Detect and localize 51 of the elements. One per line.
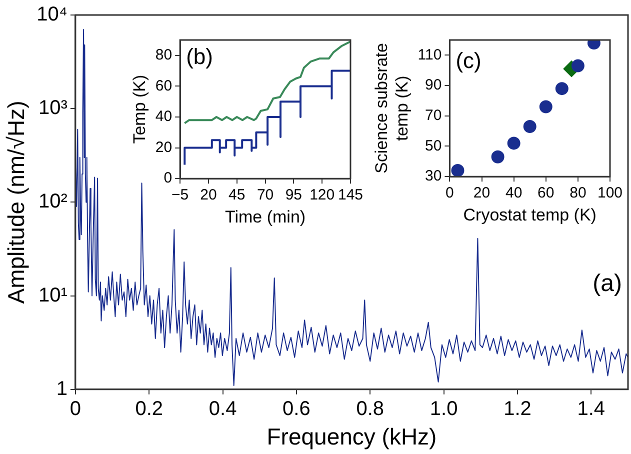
y-tick-label: 40 [155, 108, 172, 126]
x-tick-label: 80 [570, 184, 586, 202]
x-tick-label: 1.4 [577, 398, 606, 420]
y-tick-label: 20 [155, 138, 172, 156]
y-axis-title: Temp (K) [130, 74, 149, 144]
y-tick-label: 60 [155, 77, 172, 94]
x-tick-label: 95 [285, 186, 302, 204]
x-tick-label: 70 [256, 186, 274, 204]
annotation: (a) [592, 270, 622, 298]
x-tick-label: 120 [310, 186, 335, 204]
y-tick-label: 30 [425, 168, 442, 185]
annotation: (c) [456, 48, 482, 74]
x-tick-label: 0.4 [208, 398, 237, 420]
x-axis-title: Cryostat temp (K) [463, 205, 596, 224]
y-tick-label: 70 [425, 107, 442, 124]
x-tick-label: 20 [200, 186, 217, 204]
x-tick-label: 20 [473, 184, 490, 202]
point [523, 120, 536, 134]
x-tick-label: 1.2 [504, 398, 532, 420]
x-axis-title: Frequency (kHz) [266, 424, 437, 450]
x-tick-label: 40 [505, 184, 522, 202]
x-tick-label: 0 [446, 184, 454, 202]
y-tick-label: 90 [425, 76, 442, 94]
point [555, 82, 568, 96]
annotation: (b) [186, 44, 213, 70]
point [491, 150, 504, 164]
y-axis-title: Amplitude (nm/√Hz) [3, 100, 30, 304]
y-tick-label: 10⁴ [36, 4, 68, 26]
x-tick-label: 0.8 [356, 398, 384, 420]
point [507, 136, 520, 150]
point [451, 164, 464, 177]
y-axis-title: Science subsrate temp (K) [372, 43, 412, 174]
x-tick-label: −5 [172, 186, 189, 204]
x-axis-title: Time (min) [224, 207, 306, 226]
y-tick-label: 80 [155, 46, 172, 64]
x-tick-label: 0.2 [135, 398, 164, 420]
x-tick-label: 1.0 [430, 398, 458, 420]
y-tick-label: 110 [418, 46, 442, 64]
x-tick-label: 45 [228, 186, 246, 204]
y-tick-label: 50 [425, 137, 442, 154]
x-tick-label: 0.6 [282, 398, 310, 420]
y-tick-label: 10² [38, 190, 68, 213]
y-tick-label: 10¹ [38, 284, 68, 306]
point [539, 100, 552, 114]
x-tick-label: 145 [338, 186, 363, 204]
point [571, 59, 584, 72]
y-tick-label: 10³ [38, 97, 68, 120]
x-tick-label: 100 [597, 184, 623, 202]
y-tick-label: 0 [164, 170, 172, 187]
x-tick-label: 60 [538, 184, 554, 202]
y-tick-label: 1 [56, 378, 68, 400]
